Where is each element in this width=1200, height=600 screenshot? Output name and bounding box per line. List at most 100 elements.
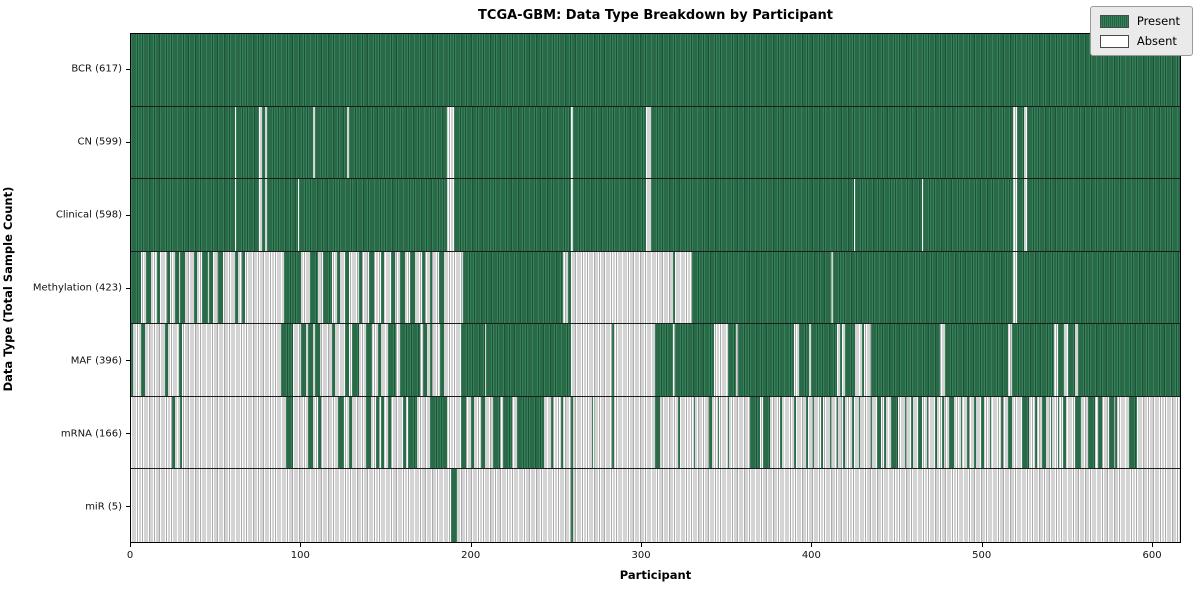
x-tick-label-200: 200 [461, 550, 481, 561]
matrix-row-MAF [131, 324, 1180, 397]
present-run [285, 396, 293, 469]
y-tick-mark [126, 506, 130, 508]
present-run [884, 396, 886, 469]
present-run [365, 396, 371, 469]
present-run [307, 396, 313, 469]
legend-item-present: Present [1099, 14, 1180, 28]
present-run [209, 251, 213, 324]
present-run [1026, 179, 1180, 251]
present-run [935, 396, 937, 469]
present-run [612, 324, 614, 396]
present-run [1057, 396, 1060, 469]
x-tick-mark [811, 543, 813, 547]
matrix-row-BCR [131, 34, 1180, 107]
present-run [314, 324, 320, 396]
matrix-row-miR [131, 469, 1180, 542]
present-run [727, 396, 730, 469]
present-run [836, 396, 839, 469]
present-run [331, 324, 335, 396]
present-run [833, 251, 1014, 324]
present-run [391, 251, 395, 324]
present-run [309, 251, 319, 324]
present-run [763, 396, 771, 469]
present-run [981, 396, 985, 469]
legend-label-absent: Absent [1136, 34, 1177, 48]
legend: Present Absent [1089, 6, 1193, 56]
x-tick-label-300: 300 [631, 550, 651, 561]
present-run [438, 251, 444, 324]
matrix-row-Methylation [131, 251, 1180, 325]
present-run [267, 179, 298, 251]
present-run [1074, 396, 1082, 469]
present-run [131, 251, 142, 324]
present-run [486, 324, 572, 396]
present-run [923, 179, 1014, 251]
x-tick-mark [641, 543, 643, 547]
present-run [870, 396, 873, 469]
present-run [1026, 106, 1180, 179]
x-tick-mark [300, 543, 302, 547]
present-run [166, 251, 171, 324]
present-run [799, 324, 810, 396]
present-run [423, 324, 427, 396]
present-run [358, 251, 363, 324]
present-run [673, 251, 676, 324]
present-run [241, 251, 245, 324]
present-run [234, 251, 239, 324]
present-run [178, 324, 182, 396]
present-run [387, 396, 392, 469]
present-run [399, 251, 405, 324]
x-tick-mark [1152, 543, 1154, 547]
present-run [193, 251, 198, 324]
present-run [1016, 251, 1180, 324]
present-run [1115, 396, 1118, 469]
matrix-row-mRNA [131, 396, 1180, 470]
matrix-row-Clinical [131, 179, 1180, 252]
y-tick-label-Methylation: Methylation (423) [32, 282, 122, 294]
present-run [430, 251, 432, 324]
y-tick-mark [126, 287, 130, 289]
present-run [612, 396, 614, 469]
present-run [236, 179, 259, 251]
present-run [440, 324, 444, 396]
present-run [829, 396, 832, 469]
present-run [1088, 396, 1095, 469]
present-run [403, 396, 407, 469]
present-run [1008, 396, 1012, 469]
present-run [692, 251, 832, 324]
present-run [280, 324, 293, 396]
x-tick-label-100: 100 [290, 550, 310, 561]
present-run [974, 396, 976, 469]
present-run [299, 179, 448, 251]
present-run [336, 251, 341, 324]
matrix-row-CN [131, 106, 1180, 180]
present-run [1016, 179, 1024, 251]
present-run [462, 251, 563, 324]
present-run [430, 396, 448, 469]
present-run [156, 251, 160, 324]
present-run [812, 396, 815, 469]
present-run [858, 396, 861, 469]
present-run [365, 324, 373, 396]
present-run [323, 251, 332, 324]
plot-area [130, 33, 1181, 543]
present-run [821, 396, 823, 469]
present-run [380, 396, 385, 469]
y-tick-label-mRNA: mRNA (166) [60, 428, 122, 440]
present-run [301, 324, 307, 396]
present-run [131, 106, 235, 179]
present-run [141, 324, 145, 396]
present-run [989, 396, 992, 469]
present-run [352, 324, 359, 396]
present-run [571, 396, 574, 469]
present-run [945, 324, 1009, 396]
y-tick-mark [126, 141, 130, 143]
present-run [948, 396, 954, 469]
present-run [430, 324, 432, 396]
x-tick-mark [981, 543, 983, 547]
present-run [460, 396, 466, 469]
present-run [911, 396, 914, 469]
present-run [460, 324, 485, 396]
y-tick-mark [126, 360, 130, 362]
